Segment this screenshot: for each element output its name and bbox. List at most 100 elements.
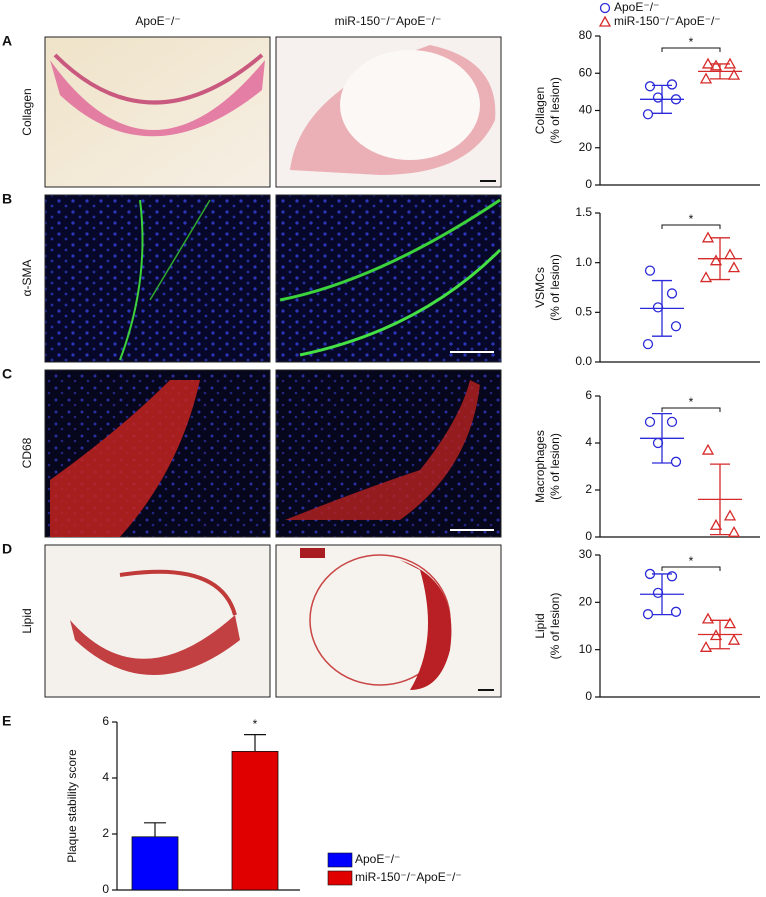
- y-tick-label: 2: [102, 826, 109, 840]
- data-point: [642, 109, 654, 120]
- sd-whisker: [652, 412, 672, 464]
- data-point: [709, 518, 723, 530]
- bar: [131, 836, 179, 891]
- data-point: [727, 633, 741, 645]
- sd-whisker: [652, 279, 672, 337]
- legend-label: miR-150⁻/⁻ApoE⁻/⁻: [614, 14, 721, 28]
- y-tick-label: 0.0: [575, 354, 592, 368]
- data-point: [727, 68, 741, 80]
- legend-label: ApoE⁻/⁻: [614, 0, 659, 14]
- data-point: [666, 571, 678, 582]
- y-tick-label: 1.0: [575, 255, 592, 269]
- y-axis-label: Collagen: [533, 87, 547, 134]
- micrograph: [44, 194, 271, 363]
- y-tick-label: 60: [579, 65, 593, 79]
- sd-whisker: [710, 463, 730, 536]
- sd-whisker: [710, 63, 730, 80]
- y-tick-label: 40: [579, 103, 593, 117]
- y-tick-label: 20: [579, 595, 593, 609]
- data-point: [652, 302, 664, 313]
- data-point: [652, 92, 664, 103]
- panel-label: E: [2, 713, 11, 729]
- data-point: [723, 248, 737, 260]
- data-point: [727, 261, 741, 273]
- significance-bracket: [661, 224, 721, 229]
- data-point: [666, 416, 678, 428]
- micrograph: [44, 369, 271, 538]
- y-axis-label: VSMCs: [533, 267, 547, 308]
- micrograph: [44, 544, 271, 698]
- sd-whisker: [710, 237, 730, 281]
- y-tick-label: 4: [585, 435, 592, 449]
- data-point: [701, 443, 715, 455]
- y-axis-label: Plaque stability score: [65, 749, 79, 863]
- y-tick-label: 6: [102, 714, 109, 728]
- micrograph: [44, 36, 271, 188]
- data-point: [644, 265, 656, 276]
- column-header: ApoE⁻/⁻: [135, 14, 180, 28]
- y-tick-label: 0: [585, 529, 592, 543]
- data-point: [670, 321, 682, 332]
- data-point: [699, 72, 713, 84]
- panel-label: D: [2, 541, 12, 557]
- data-point: [723, 509, 737, 521]
- data-point: [727, 525, 741, 537]
- sd-whisker: [652, 84, 672, 114]
- y-tick-label: 0: [102, 882, 109, 896]
- sd-whisker: [652, 573, 672, 616]
- significance-bracket: [661, 566, 721, 571]
- data-point: [723, 617, 737, 629]
- significance-bracket: [661, 47, 721, 52]
- data-point: [709, 59, 723, 71]
- error-bar: [244, 734, 266, 752]
- data-point: [670, 456, 682, 467]
- data-point: [701, 612, 715, 624]
- y-tick-label: 30: [579, 547, 593, 561]
- significance-label: *: [689, 395, 694, 409]
- y-tick-label: 10: [579, 642, 593, 656]
- column-header: miR-150⁻/⁻ApoE⁻/⁻: [335, 14, 442, 28]
- micrograph: [275, 194, 502, 363]
- row-label: CD68: [20, 437, 34, 468]
- y-tick-label: 6: [585, 388, 592, 402]
- data-point: [642, 609, 654, 620]
- row-label: Lipid: [20, 608, 34, 633]
- legend-marker: [598, 15, 612, 27]
- panel-label: B: [2, 191, 12, 207]
- data-point: [666, 79, 678, 90]
- y-axis-label: Lipid: [533, 613, 547, 638]
- y-axis-label: Macrophages: [533, 430, 547, 503]
- data-point: [644, 416, 656, 428]
- data-point: [699, 271, 713, 283]
- error-bar: [144, 822, 166, 837]
- data-point: [670, 606, 682, 617]
- y-tick-label: 0: [585, 689, 592, 703]
- y-tick-label: 0.5: [575, 305, 592, 319]
- bar: [231, 751, 279, 891]
- row-label: Collagen: [20, 88, 34, 135]
- y-tick-label: 2: [585, 482, 592, 496]
- legend-swatch: [327, 870, 353, 886]
- micrograph: [275, 369, 502, 538]
- legend-swatch: [327, 852, 353, 868]
- y-tick-label: 1.5: [575, 205, 592, 219]
- panel-label: C: [2, 366, 12, 382]
- data-point: [709, 254, 723, 266]
- significance-label: *: [689, 554, 694, 568]
- legend-label: ApoE⁻/⁻: [355, 852, 400, 866]
- data-point: [644, 81, 656, 92]
- legend-marker: [599, 2, 611, 14]
- panel-label: A: [2, 33, 12, 49]
- data-point: [642, 338, 654, 350]
- significance-label: *: [689, 212, 694, 226]
- y-axis-label: (% of lesion): [548, 433, 562, 500]
- legend-label: miR-150⁻/⁻ApoE⁻/⁻: [355, 870, 462, 884]
- significance-label: *: [689, 35, 694, 49]
- data-point: [652, 587, 664, 599]
- y-axis-label: (% of lesion): [548, 77, 562, 144]
- data-point: [699, 640, 713, 652]
- data-point: [666, 288, 678, 299]
- y-tick-label: 80: [579, 28, 593, 42]
- significance-label: *: [253, 717, 258, 731]
